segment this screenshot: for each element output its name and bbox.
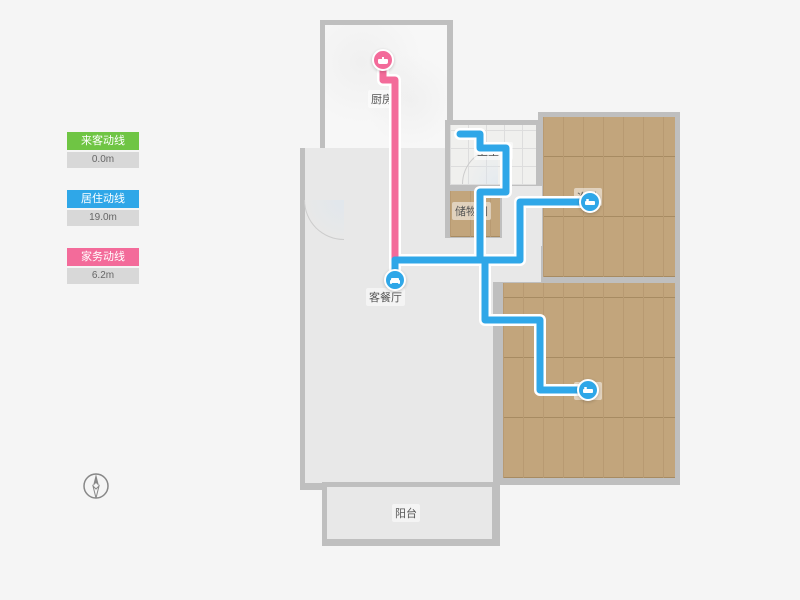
legend-color-live: 居住动线 — [67, 190, 139, 208]
room-secondary-bedroom — [538, 112, 680, 282]
kitchen-node-icon — [372, 49, 394, 71]
room-kitchen — [320, 20, 452, 155]
label-living: 客餐厅 — [366, 288, 405, 306]
legend-item-guest: 来客动线 0.0m — [48, 132, 158, 168]
label-storage: 储物间 — [452, 202, 491, 220]
master-node-icon — [577, 379, 599, 401]
legend-item-live: 居住动线 19.0m — [48, 190, 158, 226]
living-node-icon — [384, 269, 406, 291]
label-balcony: 阳台 — [392, 504, 420, 522]
legend: 来客动线 0.0m 居住动线 19.0m 家务动线 6.2m — [48, 132, 158, 306]
legend-value-live: 19.0m — [67, 210, 139, 226]
legend-value-house: 6.2m — [67, 268, 139, 284]
label-bathroom: 卫生间 — [474, 142, 513, 160]
label-kitchen: 厨房 — [368, 90, 396, 108]
floorplan: 厨房 客餐厅 阳台 卫生间 储物间 次卧 主卧 — [280, 20, 700, 580]
legend-color-house: 家务动线 — [67, 248, 139, 266]
compass-icon — [80, 470, 112, 502]
corridor — [502, 186, 542, 246]
secondary-node-icon — [579, 191, 601, 213]
legend-item-house: 家务动线 6.2m — [48, 248, 158, 284]
legend-color-guest: 来客动线 — [67, 132, 139, 150]
legend-value-guest: 0.0m — [67, 152, 139, 168]
